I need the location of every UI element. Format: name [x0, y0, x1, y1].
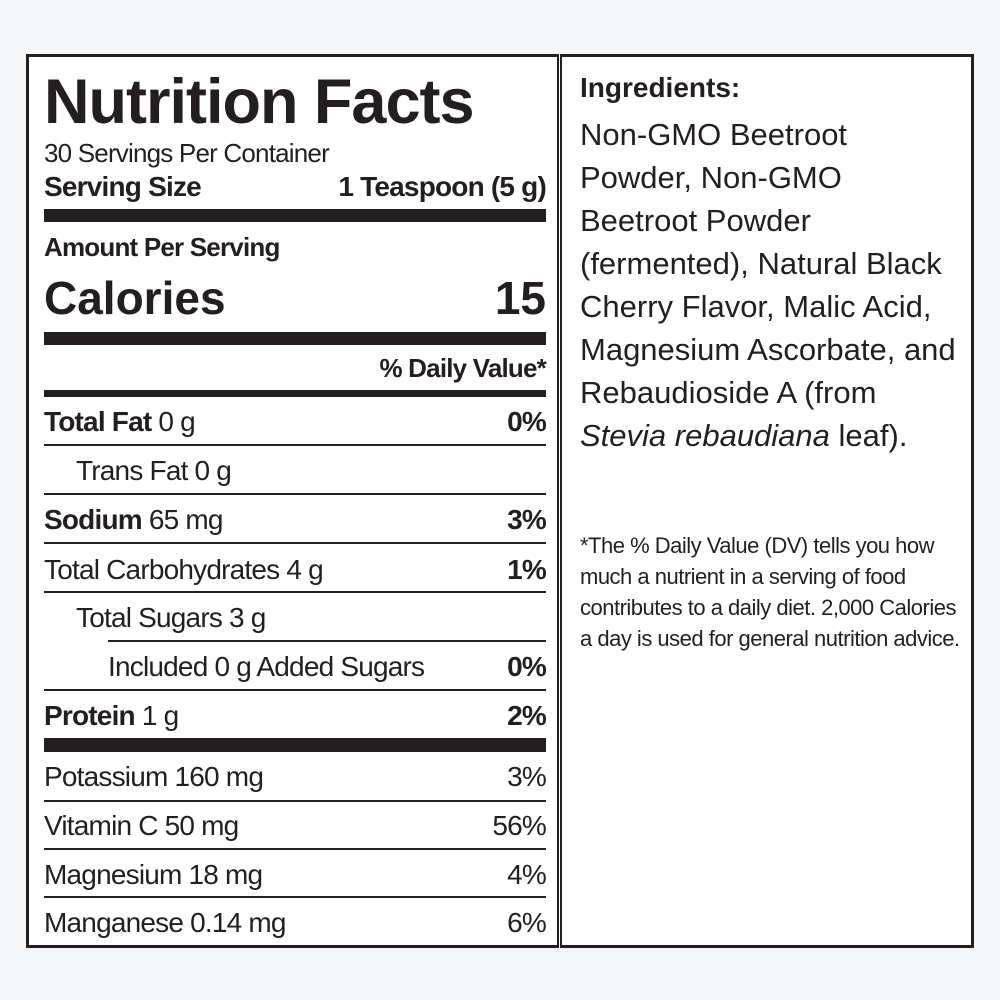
row-divider — [44, 896, 546, 898]
label-frame — [26, 54, 974, 948]
serving-size-label: Serving Size — [44, 171, 202, 202]
nutrient-amount: Total Sugars 3 g — [76, 602, 266, 633]
vitamin-dv: 4% — [507, 859, 547, 890]
row-divider — [44, 591, 546, 593]
label-title: Nutrition Facts — [44, 67, 475, 137]
thick-divider — [44, 738, 546, 752]
daily-value-header: % Daily Value* — [379, 353, 546, 383]
nutrient-amount: 65 mg — [141, 504, 224, 535]
nutrient-row: Total Fat 0 g 0% — [44, 405, 547, 439]
ingredients-end: leaf). — [829, 418, 908, 453]
column-divider — [557, 54, 562, 948]
thick-divider — [44, 209, 546, 222]
nutrient-amount: 0 g — [151, 406, 195, 437]
row-divider — [44, 542, 546, 544]
vitamin-amount: Magnesium 18 mg — [44, 859, 263, 890]
row-divider — [108, 640, 546, 642]
nutrient-dv: 0% — [507, 651, 547, 682]
vitamin-row: Magnesium 18 mg 4% — [44, 858, 547, 892]
nutrient-amount: Included 0 g Added Sugars — [108, 651, 425, 682]
nutrient-dv: 0% — [507, 406, 547, 437]
nutrient-dv: 3% — [507, 504, 547, 535]
calories-row: Calories 15 — [44, 272, 546, 324]
ingredients-list: Non-GMO Beetroot Powder, Non-GMO Beetroo… — [580, 117, 956, 410]
nutrient-name: Total Fat — [44, 406, 152, 437]
nutrient-amount: Trans Fat 0 g — [76, 455, 232, 486]
row-divider — [44, 444, 546, 446]
serving-size: Serving Size 1 Teaspoon (5 g) — [44, 171, 547, 203]
nutrient-row: Total Carbohydrates 4 g 1% — [44, 553, 547, 587]
row-divider — [44, 493, 546, 495]
nutrient-row: Total Sugars 3 g — [76, 601, 546, 635]
nutrient-row: Protein 1 g 2% — [44, 699, 547, 733]
medium-divider — [44, 390, 546, 397]
vitamin-amount: Vitamin C 50 mg — [44, 810, 239, 841]
serving-size-value: 1 Teaspoon (5 g) — [338, 171, 546, 202]
nutrient-amount: 1 g — [134, 700, 179, 731]
nutrient-name: Sodium — [44, 504, 143, 535]
row-divider — [44, 848, 546, 850]
ingredients-italic: Stevia rebaudiana — [580, 418, 830, 453]
nutrient-amount: Total Carbohydrates 4 g — [44, 554, 324, 585]
vitamin-dv: 3% — [507, 761, 547, 792]
thick-divider — [44, 332, 546, 345]
vitamin-row: Potassium 160 mg 3% — [44, 760, 547, 794]
ingredients-text: Non-GMO Beetroot Powder, Non-GMO Beetroo… — [580, 113, 960, 457]
daily-value-footnote: *The % Daily Value (DV) tells you how mu… — [580, 533, 960, 651]
vitamin-dv: 6% — [507, 907, 547, 938]
row-divider — [44, 689, 546, 691]
vitamin-amount: Potassium 160 mg — [44, 761, 264, 792]
nutrient-name: Protein — [44, 700, 136, 731]
amount-per-serving: Amount Per Serving — [44, 232, 280, 262]
nutrient-row: Sodium 65 mg 3% — [44, 503, 547, 537]
nutrient-row: Included 0 g Added Sugars 0% — [108, 650, 547, 684]
vitamin-row: Manganese 0.14 mg 6% — [44, 906, 547, 940]
vitamin-row: Vitamin C 50 mg 56% — [44, 809, 547, 843]
nutrient-dv: 1% — [507, 554, 547, 585]
ingredients-heading: Ingredients: — [580, 72, 741, 103]
nutrient-row: Trans Fat 0 g — [76, 454, 546, 488]
servings-per-container: 30 Servings Per Container — [44, 138, 330, 168]
calories-value: 15 — [494, 272, 546, 324]
row-divider — [44, 800, 546, 802]
nutrient-dv: 2% — [507, 700, 547, 731]
vitamin-dv: 56% — [492, 810, 546, 841]
vitamin-amount: Manganese 0.14 mg — [44, 907, 286, 938]
calories-label: Calories — [44, 272, 226, 324]
